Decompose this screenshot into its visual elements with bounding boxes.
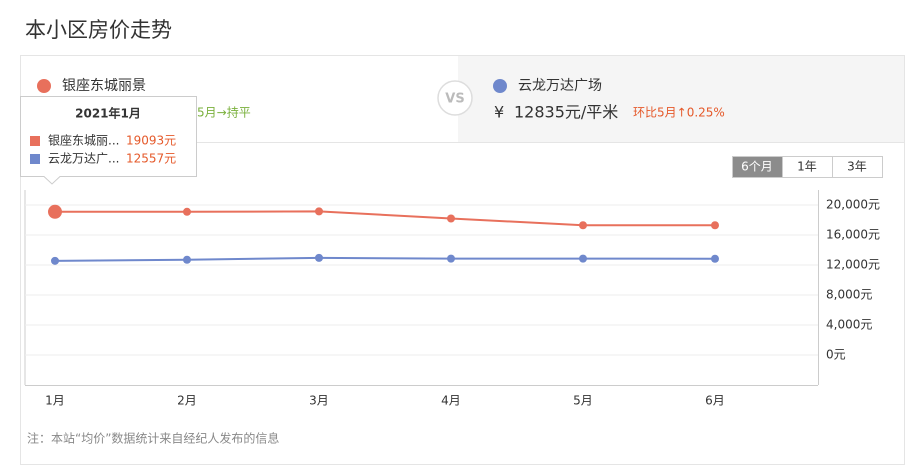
vs-circle bbox=[437, 80, 473, 116]
left-dot bbox=[37, 79, 51, 93]
vs: VS bbox=[445, 92, 464, 107]
point bbox=[579, 221, 587, 230]
x-tick-label: 6月 bbox=[705, 394, 725, 408]
tooltip-value: 12557元 bbox=[126, 152, 176, 166]
tooltip-swatch bbox=[30, 136, 40, 146]
tabs: 6个月 1年 3年 bbox=[732, 156, 883, 178]
tab-label[interactable]: 1年 bbox=[797, 160, 817, 174]
x-tick-label: 3月 bbox=[309, 394, 329, 408]
y-tick-label: 12,000元 bbox=[826, 258, 880, 272]
series-line bbox=[55, 210, 715, 227]
y-tick-label: 20,000元 bbox=[826, 198, 880, 212]
tooltip-name: 银座东城丽... bbox=[48, 133, 119, 148]
y-tick-label: 4,000元 bbox=[826, 318, 872, 332]
left-change: 比5月→持平 bbox=[185, 105, 251, 120]
right-dot bbox=[493, 79, 507, 93]
point bbox=[183, 255, 191, 264]
panel-border bbox=[20, 55, 905, 465]
y-tick-label: 16,000元 bbox=[826, 228, 880, 242]
tooltip-swatch bbox=[30, 154, 40, 164]
point bbox=[447, 214, 455, 223]
tooltip-name: 云龙万达广... bbox=[48, 152, 119, 166]
point bbox=[711, 221, 719, 230]
footnote: 注：本站“均价”数据统计来自经纪人发布的信息 bbox=[27, 431, 279, 446]
point bbox=[315, 253, 323, 262]
tooltip-value: 19093元 bbox=[126, 134, 176, 148]
point bbox=[183, 207, 191, 216]
point bbox=[579, 254, 587, 263]
plot: 0元 4,000元 8,000元 12,000元 16,000元 20,000元 1月 2月 3… bbox=[24, 190, 880, 408]
tab-label[interactable]: 6个月 bbox=[741, 160, 773, 174]
right-change: 环比5月↑0.25% bbox=[633, 106, 725, 120]
x-tick-label: 1月 bbox=[45, 394, 65, 408]
y-tick-label: 8,000元 bbox=[826, 288, 872, 302]
x-tick-label: 5月 bbox=[573, 394, 593, 408]
currency: ¥ bbox=[494, 103, 504, 122]
point bbox=[711, 254, 719, 263]
right-name: 云龙万达广场 bbox=[518, 78, 602, 94]
series-line bbox=[54, 256, 716, 262]
right-price: 12835元/平米 bbox=[514, 103, 618, 122]
left-name: 银座东城丽景 bbox=[62, 78, 146, 94]
point bbox=[48, 204, 62, 219]
tab-label[interactable]: 3年 bbox=[847, 160, 867, 174]
point bbox=[315, 207, 323, 216]
x-tick-label: 2月 bbox=[177, 394, 197, 408]
tab[interactable] bbox=[832, 156, 883, 178]
right-panel bbox=[458, 56, 904, 142]
point bbox=[51, 256, 59, 265]
tooltip-title: 2021年1月 bbox=[75, 106, 141, 121]
x-tick-label: 4月 bbox=[441, 394, 461, 408]
y-tick-label: 0元 bbox=[826, 348, 846, 362]
point bbox=[447, 254, 455, 263]
page-title: 本小区房价走势 bbox=[25, 18, 172, 42]
tooltip-box bbox=[20, 96, 197, 185]
